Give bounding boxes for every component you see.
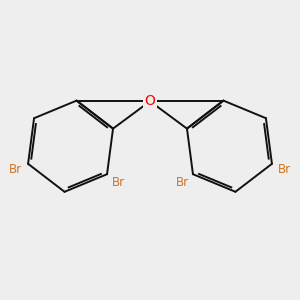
Text: Br: Br — [278, 163, 291, 176]
Text: Br: Br — [9, 163, 22, 176]
Text: Br: Br — [176, 176, 189, 189]
Text: O: O — [145, 94, 155, 108]
Text: Br: Br — [111, 176, 124, 189]
